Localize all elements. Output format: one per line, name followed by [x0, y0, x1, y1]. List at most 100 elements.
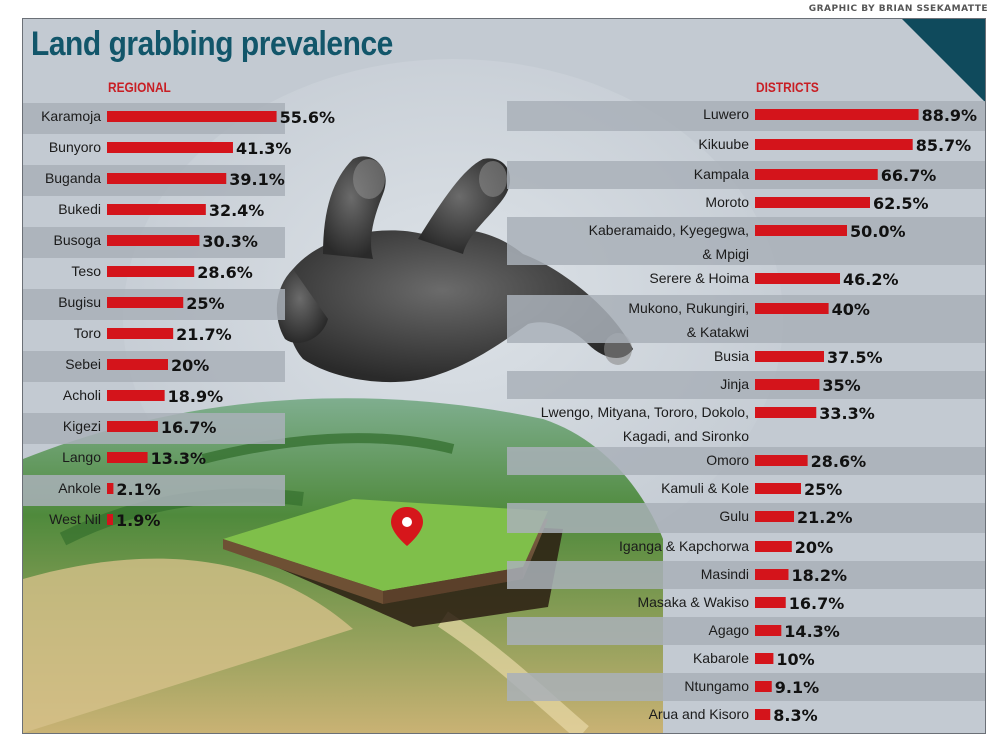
district-category-label: Lwengo, Mityana, Tororo, Dokolo, Kagadi, … — [541, 404, 750, 444]
district-category-label: Mukono, Rukungiri, & Katakwi — [628, 300, 749, 340]
district-category-label: Omoro — [706, 452, 749, 468]
district-row-stripe — [507, 673, 985, 701]
district-bar — [755, 303, 829, 314]
regional-bar — [107, 328, 174, 339]
district-value-label: 8.3% — [773, 706, 817, 725]
regional-bar — [107, 514, 113, 525]
regional-category-label: Teso — [71, 263, 101, 279]
district-value-label: 18.2% — [791, 566, 847, 585]
regional-value-label: 2.1% — [116, 480, 160, 499]
district-bar — [755, 455, 808, 466]
page-title: Land grabbing prevalence — [31, 25, 393, 63]
district-row-stripe — [507, 561, 985, 589]
regional-category-label: Bukedi — [58, 201, 101, 217]
regional-category-label: Busoga — [54, 232, 102, 248]
district-value-label: 9.1% — [775, 678, 819, 697]
district-bar — [755, 541, 792, 552]
districts-header: DISTRICTS — [756, 79, 819, 95]
regional-value-label: 20% — [171, 356, 209, 375]
district-row-stripe — [507, 217, 985, 265]
chart-marks: Karamoja 55.6% Bunyoro 41.3% Buganda 39.1% Buk… — [41, 106, 977, 725]
district-bar — [755, 709, 771, 720]
district-bar — [755, 225, 847, 236]
district-category-label: Ntungamo — [684, 678, 749, 694]
district-value-label: 85.7% — [916, 136, 972, 155]
district-value-label: 35% — [822, 376, 860, 395]
regional-value-label: 32.4% — [209, 201, 265, 220]
regional-category-label: Sebei — [65, 356, 101, 372]
corner-accent — [901, 19, 985, 103]
regional-bar — [107, 483, 114, 494]
district-value-label: 16.7% — [789, 594, 845, 613]
regional-category-label: Kigezi — [63, 418, 101, 434]
regional-category-label: Bunyoro — [49, 139, 101, 155]
district-category-label: Busia — [714, 348, 749, 364]
regional-value-label: 13.3% — [151, 449, 207, 468]
district-bar — [755, 273, 841, 284]
district-category-label: Masindi — [701, 566, 749, 582]
district-row-stripe — [507, 371, 985, 399]
regional-bar — [107, 173, 227, 184]
district-bar — [755, 351, 824, 362]
regional-bar — [107, 266, 195, 277]
district-row-stripe — [507, 447, 985, 475]
district-value-label: 62.5% — [873, 194, 929, 213]
regional-category-label: Lango — [62, 449, 101, 465]
regional-category-label: Ankole — [58, 480, 101, 496]
district-row-stripe — [507, 503, 985, 533]
district-value-label: 28.6% — [811, 452, 867, 471]
district-bar — [755, 109, 919, 120]
regional-category-label: Acholi — [63, 387, 101, 403]
graphic-credit: GRAPHIC BY BRIAN SSEKAMATTE — [808, 4, 988, 14]
district-row-stripe — [507, 617, 985, 645]
regional-bar — [107, 297, 184, 308]
regional-value-label: 21.7% — [176, 325, 232, 344]
regional-row-stripe — [23, 475, 285, 506]
district-category-label: Agago — [709, 622, 750, 638]
regional-category-label: Toro — [74, 325, 101, 341]
district-category-label: Kikuube — [698, 136, 749, 152]
district-bar — [755, 625, 782, 636]
district-category-label: Luwero — [703, 106, 749, 122]
land-grabbing-chart: Karamoja 55.6% Bunyoro 41.3% Buganda 39.1% Buk… — [23, 59, 985, 733]
regional-value-label: 55.6% — [280, 108, 336, 127]
regional-value-label: 1.9% — [116, 511, 160, 530]
district-value-label: 20% — [795, 538, 833, 557]
district-bar — [755, 483, 801, 494]
infographic-frame: Karamoja 55.6% Bunyoro 41.3% Buganda 39.1% Buk… — [22, 18, 986, 734]
district-category-label: Moroto — [705, 194, 749, 210]
district-bar — [755, 653, 774, 664]
district-category-label: Kampala — [694, 166, 749, 182]
district-value-label: 10% — [776, 650, 814, 669]
district-category-label: Kabarole — [693, 650, 749, 666]
district-category-label: Serere & Hoima — [649, 270, 749, 286]
regional-value-label: 18.9% — [168, 387, 224, 406]
regional-value-label: 16.7% — [161, 418, 217, 437]
district-bar — [755, 139, 913, 150]
regional-bar — [107, 421, 158, 432]
district-category-label: Jinja — [720, 376, 749, 392]
district-bar — [755, 379, 820, 390]
regional-header: REGIONAL — [108, 79, 171, 95]
regional-bar — [107, 359, 168, 370]
land-plot-illustration — [223, 499, 563, 627]
regional-bar — [107, 111, 277, 122]
district-bar — [755, 197, 870, 208]
regional-category-label: Bugisu — [58, 294, 101, 310]
regional-value-label: 28.6% — [197, 263, 253, 282]
district-bar — [755, 597, 786, 608]
district-category-label: Arua and Kisoro — [649, 706, 750, 722]
district-category-label: Kamuli & Kole — [661, 480, 749, 496]
district-value-label: 88.9% — [922, 106, 978, 125]
district-value-label: 14.3% — [784, 622, 840, 641]
district-bar — [755, 407, 817, 418]
district-bar — [755, 569, 789, 580]
regional-value-label: 25% — [186, 294, 224, 313]
district-bar — [755, 681, 772, 692]
district-bar — [755, 511, 795, 522]
regional-bar — [107, 142, 233, 153]
district-value-label: 46.2% — [843, 270, 899, 289]
district-value-label: 66.7% — [881, 166, 937, 185]
district-value-label: 40% — [832, 300, 870, 319]
district-value-label: 25% — [804, 480, 842, 499]
